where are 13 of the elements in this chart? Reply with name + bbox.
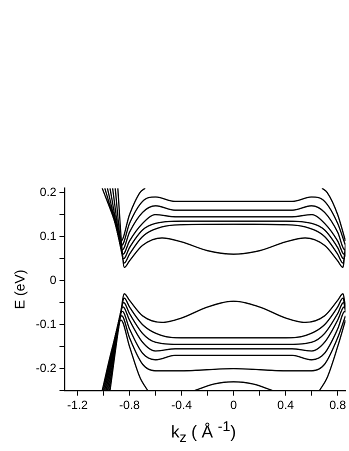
y-tick-label: 0 (50, 272, 57, 287)
x-tick-label: 0 (230, 398, 238, 412)
x-tick-label: -0.8 (119, 398, 140, 412)
y-tick-label: 0.2 (40, 184, 57, 199)
y-tick-label: -0.1 (36, 316, 57, 331)
x-tick-label: -0.4 (171, 398, 192, 412)
x-axis-title: k$_{z}$ ( Å $^{-1}$) (170, 418, 237, 448)
y-tick-label: 0.1 (40, 228, 57, 243)
y-axis-title: E (eV) (11, 270, 28, 310)
x-tick-label: 0.4 (277, 398, 294, 412)
x-tick-label: -1.2 (67, 398, 88, 412)
y-tick-label: -0.2 (36, 360, 57, 375)
x-tick-label: 0.8 (329, 398, 346, 412)
